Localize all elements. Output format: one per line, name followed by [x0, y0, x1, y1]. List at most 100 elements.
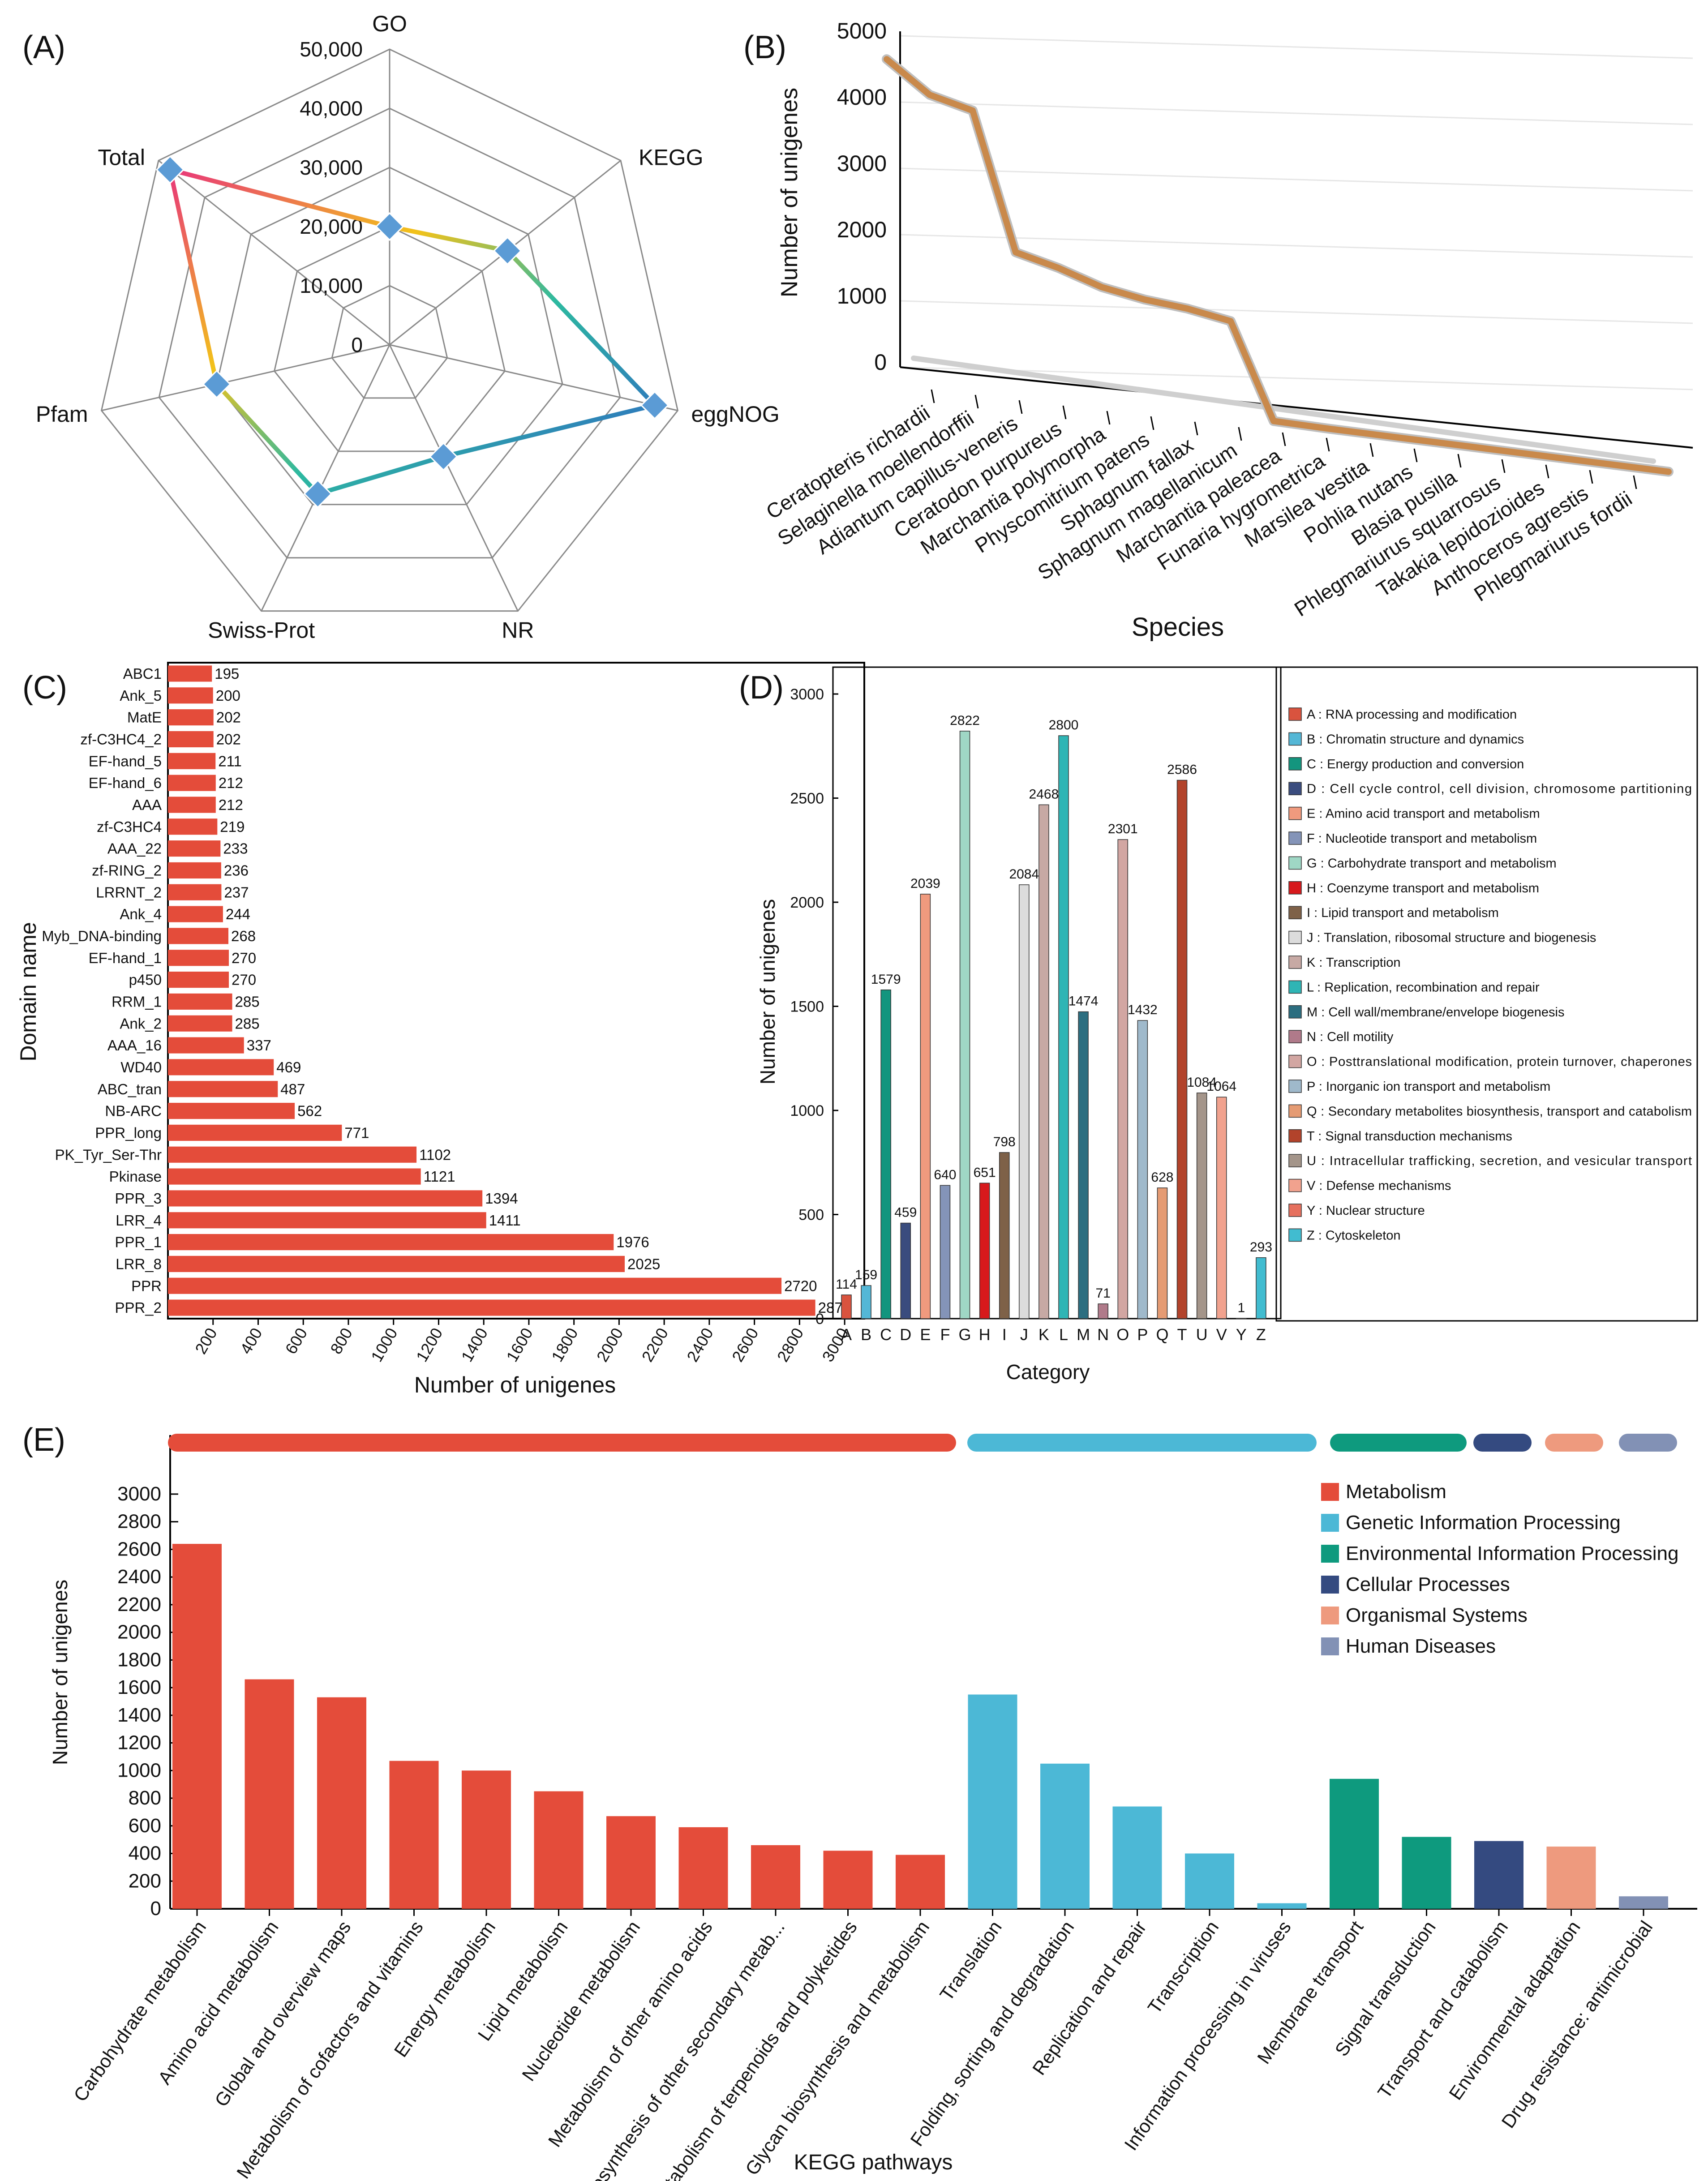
vbar-legend-swatch — [1288, 1154, 1302, 1167]
panel-c-domain-bar-chart: ABC1 195 Ank_5 200 MatE 202 zf-C3HC4_2 202 EF-ha… — [16, 662, 865, 1397]
vbar-legend-swatch — [1288, 1005, 1302, 1019]
vbar-category-o — [1117, 839, 1129, 1319]
vbar-value-label: 628 — [1151, 1170, 1173, 1185]
vbar-category-label: T — [1177, 1325, 1187, 1344]
radar-grid-ring — [273, 226, 506, 452]
kegg-y-tick-label: 2800 — [117, 1511, 161, 1533]
vbar-category-label: K — [1039, 1325, 1049, 1344]
vbar-category-label: Q — [1156, 1325, 1168, 1344]
kegg-legend-swatch — [1321, 1483, 1339, 1501]
hbar-category-label: PPR_long — [95, 1124, 162, 1141]
panel-label-a: (A) — [22, 30, 65, 65]
kegg-bar — [896, 1855, 945, 1909]
hbar-x-tick-label: 1200 — [412, 1325, 446, 1365]
kegg-bar — [1474, 1841, 1523, 1909]
hbar-zf-ring_2 — [168, 862, 221, 878]
vbar-category-t — [1176, 780, 1188, 1319]
radar-point-total — [155, 155, 185, 184]
hbar-category-label: Ank_4 — [120, 906, 162, 922]
radar-point-nr — [429, 442, 458, 471]
kegg-bar — [1619, 1896, 1668, 1909]
vbar-legend-swatch — [1288, 757, 1302, 771]
hbar-aaa — [168, 797, 216, 813]
hbar-value-label: 233 — [223, 840, 248, 857]
kegg-legend-entry: Organismal Systems — [1346, 1604, 1528, 1626]
kegg-y-tick-label: 400 — [129, 1842, 161, 1864]
vbar-y-tick-label: 0 — [815, 1311, 824, 1328]
kegg-bar — [1546, 1847, 1596, 1909]
vbar-category-p — [1137, 1020, 1148, 1319]
hbar-category-label: EF-hand_5 — [89, 753, 162, 769]
vbar-category-label: L — [1059, 1325, 1068, 1344]
vbar-legend-swatch — [1288, 906, 1302, 919]
radar-axis-label-nr: NR — [502, 618, 534, 643]
line-y-tick-label: 5000 — [837, 18, 887, 43]
panel-d-category-bar-chart: 0 500 1000 1500 2000 2500 3000 114 A 159 B 1579 C 459… — [756, 666, 1698, 1384]
line-gridline — [900, 366, 1693, 390]
vbar-plot-frame — [832, 666, 1282, 1320]
hbar-category-label: LRR_4 — [116, 1212, 162, 1229]
hbar-value-label: 202 — [216, 709, 241, 726]
line-x-tick — [1501, 459, 1506, 473]
kegg-bar — [606, 1816, 656, 1909]
hbar-value-label: 211 — [218, 753, 242, 769]
kegg-y-tick-label: 1400 — [117, 1704, 161, 1726]
vbar-category-label: U — [1196, 1325, 1208, 1344]
panel-label-d: (D) — [739, 670, 784, 706]
vbar-category-label: B — [861, 1325, 871, 1344]
radar-spoke — [389, 344, 519, 612]
hbar-x-tick-label: 1600 — [502, 1325, 536, 1365]
vbar-legend-swatch — [1288, 732, 1302, 746]
vbar-legend-entry: L : Replication, recombination and repai… — [1307, 980, 1540, 994]
vbar-category-u — [1196, 1093, 1207, 1319]
kegg-legend-swatch — [1321, 1576, 1339, 1594]
hbar-category-label: PPR_1 — [115, 1234, 162, 1251]
line-x-tick — [1106, 411, 1111, 425]
vbar-legend-swatch — [1288, 831, 1302, 845]
kegg-x-tick-label: Amino acid metabolism — [154, 1917, 283, 2088]
vbar-legend-entry: M : Cell wall/membrane/envelope biogenes… — [1307, 1005, 1564, 1020]
kegg-bar — [1185, 1853, 1234, 1909]
vbar-legend-entry: P : Inorganic ion transport and metaboli… — [1307, 1080, 1550, 1094]
hbar-value-label: 236 — [224, 862, 249, 878]
hbar-p450 — [168, 972, 229, 988]
hbar-category-label: zf-C3HC4 — [97, 818, 162, 835]
vbar-category-label: Z — [1256, 1325, 1266, 1344]
kegg-bar — [1257, 1903, 1307, 1909]
vbar-legend-frame — [1275, 666, 1698, 1322]
line-x-tick — [1194, 421, 1198, 436]
vbar-value-label: 1064 — [1206, 1079, 1236, 1094]
vbar-legend-entry: O : Posttranslational modification, prot… — [1307, 1055, 1692, 1069]
vbar-value-label: 459 — [894, 1205, 917, 1220]
vbar-category-label: J — [1020, 1325, 1028, 1344]
kegg-x-tick-label: Drug resistance: antimicrobial — [1498, 1917, 1657, 2132]
hbar-category-label: WD40 — [120, 1059, 162, 1076]
hbar-ank_4 — [168, 906, 223, 922]
hbar-category-label: ABC1 — [123, 665, 162, 682]
vbar-value-label: 1 — [1237, 1301, 1245, 1315]
kegg-y-tick-label: 1800 — [117, 1649, 161, 1671]
radar-axis-label-kegg: KEGG — [639, 145, 703, 170]
radar-tick-label: 30,000 — [300, 156, 363, 179]
kegg-legend-entry: Metabolism — [1346, 1481, 1446, 1503]
vbar-value-label: 2301 — [1108, 822, 1138, 836]
line-y-tick-label: 3000 — [837, 151, 887, 176]
kegg-y-tick-label: 2600 — [117, 1538, 161, 1560]
kegg-bar — [245, 1679, 294, 1909]
vbar-value-label: 2468 — [1029, 787, 1059, 801]
kegg-y-axis-title: Number of unigenes — [48, 1580, 72, 1765]
kegg-legend-swatch — [1321, 1514, 1339, 1532]
vbar-legend-entry: Z : Cytoskeleton — [1307, 1228, 1401, 1243]
hbar-value-label: 1394 — [485, 1190, 518, 1207]
line-gridline — [900, 234, 1693, 258]
vbar-category-g — [959, 731, 970, 1319]
vbar-legend-swatch — [1288, 806, 1302, 820]
kegg-bar — [1330, 1778, 1379, 1909]
hbar-y-axis-title: Domain name — [16, 922, 41, 1061]
kegg-bar — [1402, 1837, 1451, 1909]
hbar-myb_dna-binding — [168, 928, 228, 944]
radar-axis-label-eggnog: eggNOG — [691, 402, 779, 427]
kegg-bar — [1040, 1763, 1090, 1909]
line-x-tick — [974, 394, 979, 409]
hbar-category-label: EF-hand_1 — [89, 950, 162, 966]
